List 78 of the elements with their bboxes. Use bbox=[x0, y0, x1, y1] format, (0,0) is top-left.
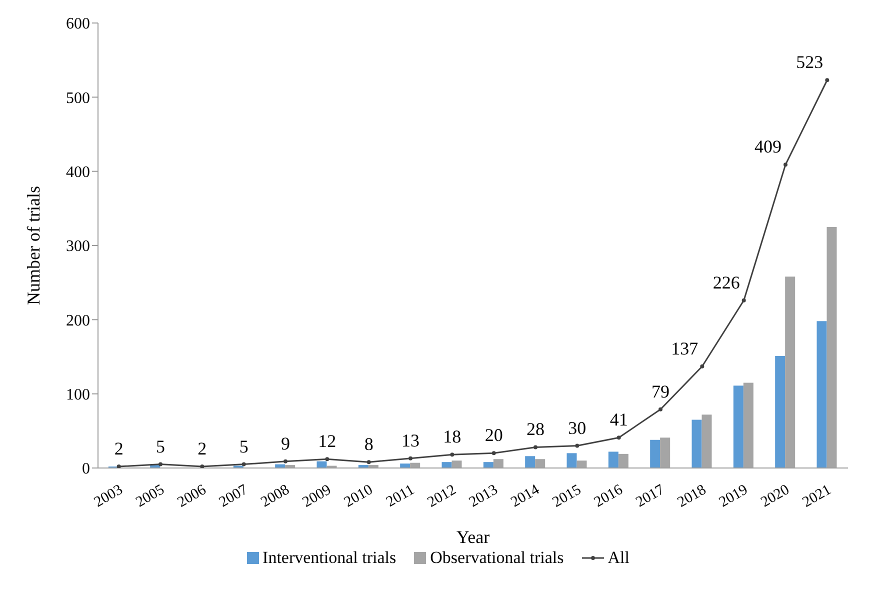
x-axis-title: Year bbox=[456, 527, 490, 547]
x-tick-label: 2017 bbox=[633, 482, 668, 511]
x-tick-label: 2012 bbox=[424, 482, 459, 511]
point bbox=[784, 162, 788, 167]
point bbox=[575, 444, 580, 448]
data-label: 79 bbox=[652, 381, 670, 402]
point bbox=[158, 462, 162, 466]
data-label: 2 bbox=[198, 438, 207, 459]
legend-label: Interventional trials bbox=[262, 548, 396, 568]
bar bbox=[525, 456, 536, 468]
bar bbox=[692, 420, 702, 468]
point bbox=[534, 445, 538, 450]
bar bbox=[650, 440, 660, 468]
bar bbox=[775, 356, 786, 468]
bar bbox=[608, 452, 618, 468]
legend-label: Observational trials bbox=[430, 548, 564, 568]
point bbox=[200, 464, 204, 468]
x-tick-label: 2014 bbox=[508, 482, 543, 511]
data-label: 8 bbox=[364, 434, 374, 454]
data-label: 13 bbox=[402, 430, 420, 450]
data-label: 409 bbox=[754, 136, 782, 157]
x-tick-label: 2006 bbox=[174, 482, 210, 511]
point bbox=[492, 451, 496, 456]
x-tick-label: 2007 bbox=[216, 482, 252, 511]
x-tick-label: 2005 bbox=[133, 482, 168, 511]
x-tick-label: 2008 bbox=[258, 482, 292, 511]
point bbox=[408, 456, 412, 460]
x-tick-label: 2021 bbox=[800, 482, 834, 511]
legend-label: All bbox=[608, 548, 630, 568]
data-label: 9 bbox=[281, 433, 290, 454]
point bbox=[366, 460, 371, 464]
bar bbox=[442, 462, 452, 468]
point bbox=[825, 78, 830, 82]
y-tick-label: 300 bbox=[66, 238, 90, 256]
point bbox=[325, 457, 330, 462]
data-label: 28 bbox=[526, 419, 544, 440]
data-label: 30 bbox=[568, 418, 586, 438]
bar bbox=[483, 462, 494, 468]
x-tick-label: 2019 bbox=[716, 482, 751, 511]
data-label: 2 bbox=[114, 438, 124, 459]
point bbox=[742, 298, 746, 302]
data-label: 12 bbox=[318, 431, 336, 452]
x-tick-label: 2009 bbox=[300, 482, 334, 511]
bar bbox=[733, 386, 744, 468]
x-tick-label: 2013 bbox=[466, 482, 501, 511]
data-label: 20 bbox=[484, 425, 503, 446]
y-tick-label: 100 bbox=[66, 386, 90, 404]
point bbox=[700, 364, 704, 368]
bar bbox=[316, 461, 327, 468]
data-label: 523 bbox=[796, 52, 824, 72]
data-label: 137 bbox=[671, 338, 698, 358]
y-tick-label: 200 bbox=[66, 312, 90, 330]
point bbox=[116, 464, 121, 468]
x-tick-label: 2010 bbox=[342, 482, 376, 511]
data-label: 5 bbox=[239, 436, 248, 456]
y-axis-title: Number of trials bbox=[23, 186, 44, 305]
x-tick-label: 2015 bbox=[550, 482, 584, 511]
point bbox=[658, 407, 662, 412]
y-tick-label: 600 bbox=[66, 16, 90, 33]
point bbox=[616, 436, 621, 440]
point bbox=[242, 462, 246, 466]
bar bbox=[566, 453, 577, 468]
bar bbox=[816, 321, 827, 468]
x-tick-label: 2011 bbox=[384, 482, 418, 510]
x-tick-label: 2016 bbox=[592, 482, 626, 511]
x-tick-label: 2003 bbox=[92, 482, 126, 511]
data-label: 226 bbox=[712, 272, 740, 292]
bar bbox=[400, 464, 410, 468]
y-tick-label: 500 bbox=[66, 90, 90, 107]
data-label: 5 bbox=[156, 436, 165, 456]
x-tick-label: 2020 bbox=[758, 482, 792, 511]
data-label: 41 bbox=[610, 410, 628, 430]
y-tick-label: 0 bbox=[82, 460, 90, 478]
point bbox=[284, 459, 288, 464]
point bbox=[450, 452, 454, 457]
data-label: 18 bbox=[443, 426, 462, 447]
y-tick-label: 400 bbox=[66, 164, 90, 182]
x-tick-label: 2018 bbox=[674, 482, 709, 511]
